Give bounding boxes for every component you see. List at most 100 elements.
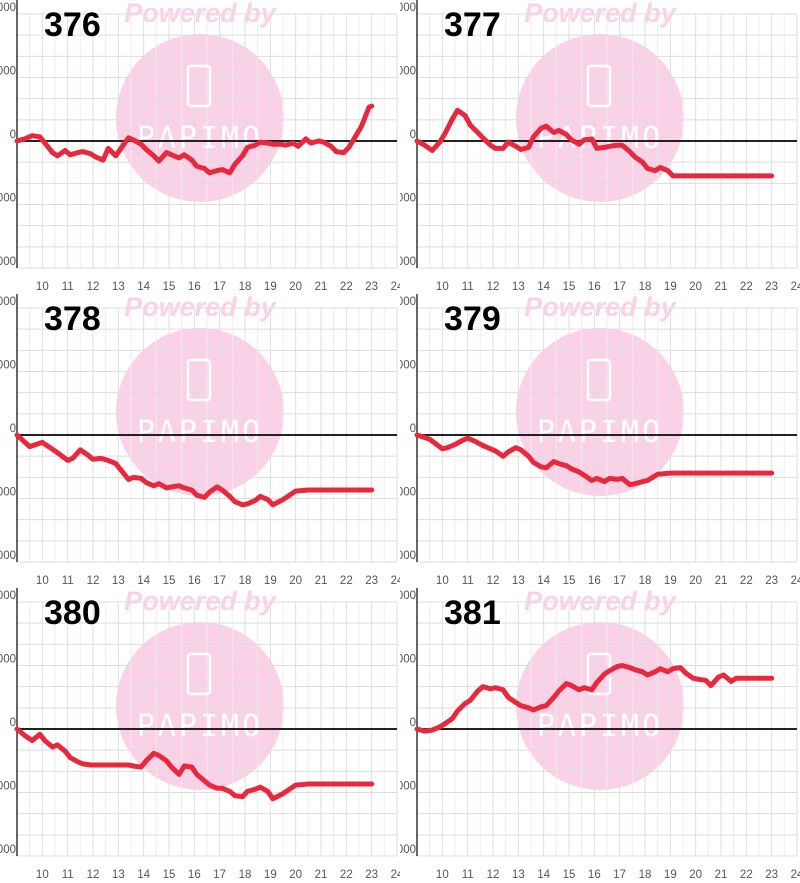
x-tick-label: 13 — [512, 869, 525, 881]
x-tick-label: 11 — [62, 575, 74, 587]
x-tick-label: 20 — [689, 575, 702, 587]
x-tick-label: 23 — [765, 869, 778, 881]
watermark-circle — [516, 34, 684, 202]
panel-number: 381 — [444, 594, 501, 632]
y-tick-label: 0 — [410, 129, 416, 141]
x-tick-label: 11 — [462, 281, 474, 293]
series-line — [14, 432, 375, 508]
watermark-powered-by: Powered by — [524, 0, 678, 28]
x-tick-label: 23 — [365, 869, 378, 881]
watermark-powered-by: Powered by — [124, 0, 278, 28]
watermark-circle — [116, 328, 284, 496]
x-tick-label: 21 — [715, 869, 728, 881]
watermark-powered-by: Powered by — [124, 588, 278, 616]
panel-number: 379 — [444, 300, 501, 338]
chart-panel-381: Powered by PAPIMO 6,000 3,000 0 -3,000 -6,000 1… — [400, 588, 800, 882]
x-tick-label: 10 — [436, 575, 449, 587]
x-tick-label: 16 — [588, 869, 601, 881]
watermark-phone-icon — [186, 358, 212, 402]
series-line — [14, 726, 375, 802]
series-line — [414, 432, 775, 488]
series-line — [14, 103, 375, 176]
x-tick-label: 18 — [639, 575, 652, 587]
x-tick-label: 12 — [87, 281, 100, 293]
x-tick-label: 22 — [340, 575, 353, 587]
x-tick-label: 17 — [213, 869, 226, 881]
x-tick-label: 16 — [588, 281, 601, 293]
y-tick-label: -3,000 — [0, 487, 16, 499]
x-tick-label: 14 — [537, 575, 550, 587]
x-tick-label: 17 — [213, 575, 226, 587]
x-tick-label: 22 — [340, 281, 353, 293]
x-tick-label: 11 — [62, 869, 74, 881]
x-tick-label: 18 — [239, 575, 252, 587]
watermark-logo: PAPIMO — [537, 415, 663, 450]
x-tick-label: 18 — [639, 281, 652, 293]
watermark-circle — [516, 622, 684, 790]
x-tick-label: 24 — [391, 575, 400, 587]
x-tick-label: 21 — [315, 869, 328, 881]
x-tick-label: 22 — [740, 575, 753, 587]
watermark-phone-icon — [586, 652, 612, 696]
line-chart: Powered by PAPIMO 6,000 3,000 0 -3,000 -6,000 1… — [400, 588, 800, 881]
panel-number: 377 — [444, 6, 501, 44]
panel-number: 378 — [44, 300, 101, 338]
x-tick-label: 17 — [613, 575, 626, 587]
x-tick-label: 14 — [137, 869, 150, 881]
watermark-powered-by: Powered by — [524, 588, 678, 616]
series-line — [414, 663, 775, 734]
x-tick-label: 23 — [365, 575, 378, 587]
x-tick-label: 20 — [289, 575, 302, 587]
chart-panel-376: Powered by PAPIMO 6,000 3,000 0 -3,000 -6,000 1… — [0, 0, 400, 294]
watermark-logo: PAPIMO — [137, 415, 263, 450]
x-tick-label: 10 — [36, 575, 49, 587]
y-tick-label: 0 — [10, 129, 16, 141]
y-tick-label: 3,000 — [400, 654, 416, 666]
x-tick-label: 19 — [264, 281, 277, 293]
x-tick-label: 21 — [715, 575, 728, 587]
watermark-logo: PAPIMO — [137, 121, 263, 156]
y-tick-label: -3,000 — [400, 193, 416, 205]
watermark-circle — [516, 328, 684, 496]
x-tick-label: 21 — [715, 281, 728, 293]
x-tick-label: 18 — [239, 281, 252, 293]
y-tick-label: 6,000 — [0, 590, 16, 602]
x-tick-label: 12 — [87, 869, 100, 881]
x-tick-label: 13 — [112, 281, 125, 293]
watermark-logo: PAPIMO — [137, 709, 263, 744]
watermark-circle — [116, 622, 284, 790]
x-tick-label: 19 — [264, 575, 277, 587]
x-tick-label: 14 — [137, 575, 150, 587]
x-tick-label: 12 — [87, 575, 100, 587]
x-tick-label: 12 — [487, 869, 500, 881]
y-tick-label: 6,000 — [400, 2, 416, 14]
x-tick-label: 19 — [264, 869, 277, 881]
watermark-powered-by: Powered by — [124, 294, 278, 322]
y-tick-label: 6,000 — [400, 296, 416, 308]
watermark-circle — [116, 34, 284, 202]
x-tick-label: 21 — [315, 575, 328, 587]
x-tick-label: 24 — [391, 281, 400, 293]
x-tick-label: 20 — [289, 869, 302, 881]
x-tick-label: 16 — [188, 281, 201, 293]
y-tick-label: -6,000 — [400, 844, 416, 856]
y-tick-label: 0 — [10, 717, 16, 729]
y-tick-label: 0 — [410, 423, 416, 435]
y-tick-label: 6,000 — [0, 2, 16, 14]
x-tick-label: 23 — [365, 281, 378, 293]
y-tick-label: -6,000 — [0, 256, 16, 268]
x-tick-label: 15 — [163, 575, 176, 587]
x-tick-label: 12 — [487, 281, 500, 293]
x-tick-label: 23 — [765, 575, 778, 587]
x-tick-label: 19 — [664, 869, 677, 881]
x-tick-label: 11 — [462, 575, 474, 587]
x-tick-label: 15 — [163, 869, 176, 881]
x-tick-label: 22 — [740, 281, 753, 293]
line-chart: Powered by PAPIMO 6,000 3,000 0 -3,000 -6,000 1… — [0, 294, 400, 587]
x-tick-label: 13 — [112, 869, 125, 881]
x-tick-label: 10 — [36, 869, 49, 881]
watermark-logo: PAPIMO — [537, 121, 663, 156]
x-tick-label: 15 — [563, 575, 576, 587]
x-tick-label: 12 — [487, 575, 500, 587]
